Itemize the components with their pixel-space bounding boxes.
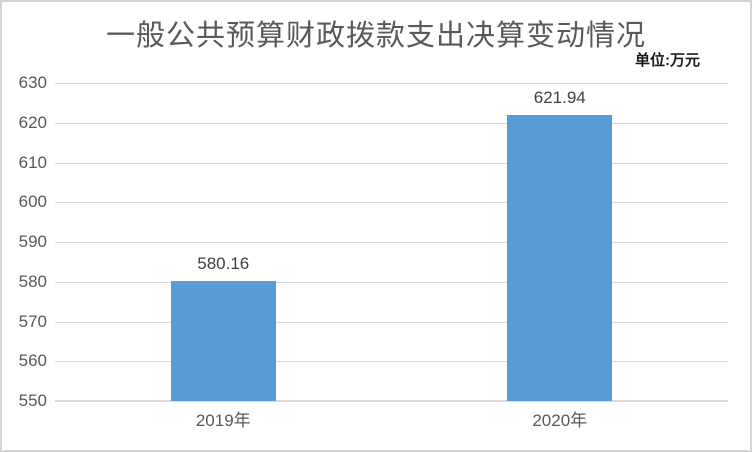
- x-axis-line: [55, 400, 728, 402]
- y-axis-tick-label: 630: [18, 73, 47, 92]
- y-axis-tick-label: 600: [18, 192, 47, 212]
- y-axis-tick-label: 580: [18, 271, 47, 291]
- bar-2020年: [507, 115, 613, 401]
- gridline: [55, 162, 728, 164]
- gridline: [55, 361, 728, 363]
- bar-2019年: [170, 281, 276, 401]
- gridline: [55, 122, 728, 124]
- y-axis-tick-label: 590: [18, 232, 47, 251]
- value-label-2019年: 580.16: [197, 254, 250, 274]
- category-label-2019年: 2019年: [195, 411, 251, 430]
- y-axis-tick-label: 550: [18, 391, 47, 410]
- gridline: [55, 242, 728, 243]
- category-label-2020年: 2020年: [532, 411, 588, 430]
- gridline: [55, 83, 728, 84]
- y-axis-tick-label: 620: [18, 112, 47, 132]
- gridline: [55, 321, 728, 323]
- chart-title: 一般公共预算财政拨款支出决算变动情况: [105, 20, 646, 52]
- unit-label: 单位:万元: [635, 52, 700, 69]
- value-label-2020年: 621.94: [533, 88, 586, 108]
- gridline: [55, 202, 728, 204]
- y-axis-tick-label: 560: [18, 351, 47, 371]
- y-axis-tick-label: 610: [18, 152, 47, 172]
- y-axis-tick-label: 570: [18, 311, 47, 331]
- gridline: [55, 281, 728, 283]
